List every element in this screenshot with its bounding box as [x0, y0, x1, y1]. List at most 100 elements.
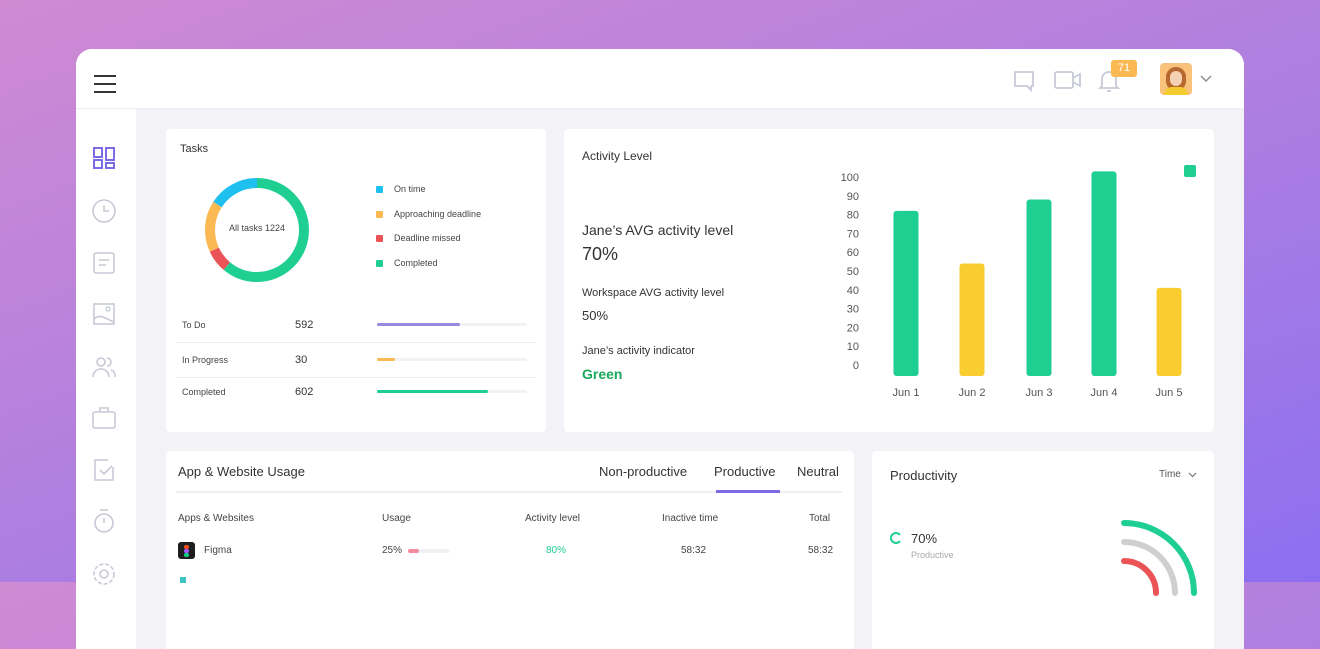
y-tick-label: 70	[847, 228, 859, 240]
x-tick-label: Jun 2	[959, 387, 986, 399]
y-tick-label: 100	[841, 172, 859, 184]
app-name: Figma	[204, 545, 232, 556]
task-row-value: 30	[295, 354, 308, 366]
figma-icon	[178, 542, 195, 559]
task-progress-bar	[377, 390, 527, 393]
row-divider	[176, 342, 536, 343]
briefcase-icon[interactable]	[92, 407, 116, 429]
time-filter[interactable]: Time	[1159, 469, 1181, 480]
y-tick-label: 20	[847, 322, 859, 334]
legend-swatch	[376, 259, 383, 267]
legend-label: On time	[394, 184, 426, 194]
col-apps: Apps & Websites	[178, 513, 254, 524]
tabs-divider	[176, 491, 842, 493]
dashboard-icon[interactable]	[93, 147, 115, 169]
neutral-arc	[1121, 539, 1178, 596]
timer-icon[interactable]	[93, 509, 115, 533]
y-tick-label: 90	[847, 191, 859, 203]
productivity-title: Productivity	[890, 468, 958, 483]
hamburger-menu-icon[interactable]	[94, 75, 116, 93]
activity-value: 80%	[546, 545, 567, 556]
col-usage: Usage	[382, 513, 411, 524]
jane-avg-label: Jane’s AVG activity level	[582, 222, 734, 238]
avatar[interactable]	[1160, 63, 1192, 95]
legend-label: Approaching deadline	[394, 208, 482, 219]
image-icon[interactable]	[93, 303, 115, 325]
legend-swatch	[376, 210, 383, 218]
col-activity: Activity level	[525, 513, 581, 524]
activity-title: Activity Level	[582, 149, 653, 163]
app-window: 71 Tasks All tasks 1224 On time Approachi…	[76, 49, 1244, 649]
legend-label: Deadline missed	[394, 233, 461, 243]
users-icon[interactable]	[92, 356, 116, 378]
usage-title: App & Website Usage	[178, 464, 305, 479]
col-inactive: Inactive time	[662, 513, 719, 524]
chevron-down-icon[interactable]	[1200, 75, 1212, 83]
chat-icon[interactable]	[1013, 70, 1035, 92]
workspace-avg-value: 50%	[582, 308, 609, 323]
productivity-radial-chart	[1121, 520, 1197, 596]
bar[interactable]	[1091, 171, 1117, 376]
chevron-down-icon[interactable]	[1188, 472, 1197, 478]
activity-card: Activity Level Jane’s AVG activity level…	[564, 129, 1214, 432]
activity-bar-chart: 0 10 20 30 40 50 60 70 80 90 100 Jun 1 Jun 2 Jun 3 Jun…	[841, 165, 1196, 399]
legend-swatch	[1184, 165, 1196, 177]
y-tick-label: 50	[847, 266, 859, 278]
non-productive-arc	[1121, 558, 1159, 596]
inactive-value: 58:32	[681, 545, 707, 556]
workspace-avg-label: Workspace AVG activity level	[582, 287, 725, 299]
settings-icon[interactable]	[92, 562, 116, 586]
task-row-label: To Do	[182, 320, 206, 330]
app-icon	[180, 577, 186, 583]
bar[interactable]	[1026, 199, 1052, 376]
y-tick-label: 60	[847, 247, 859, 259]
usage-bar	[408, 549, 450, 553]
donut-segment	[205, 178, 309, 282]
x-tick-label: Jun 5	[1156, 387, 1183, 399]
tasks-card: Tasks All tasks 1224 On time Approaching …	[166, 129, 546, 432]
tab-productive[interactable]: Productive	[714, 464, 776, 479]
tasks-title: Tasks	[180, 143, 209, 155]
legend-label: Completed	[394, 257, 438, 268]
row-divider	[176, 377, 536, 378]
y-tick-label: 10	[847, 341, 859, 353]
usage-card: App & Website Usage Non-productive Produ…	[166, 451, 854, 649]
tasks-donut-chart	[205, 178, 309, 282]
productive-value: 70%	[911, 531, 938, 546]
donut-segment	[205, 178, 309, 282]
x-tick-label: Jun 4	[1091, 387, 1118, 399]
document-icon[interactable]	[93, 252, 115, 274]
task-row-value: 592	[295, 319, 314, 331]
col-total: Total	[809, 513, 831, 524]
bar[interactable]	[959, 263, 985, 376]
legend-swatch	[376, 235, 383, 242]
y-tick-label: 40	[847, 285, 859, 297]
productive-label: Productive	[911, 550, 954, 560]
bar[interactable]	[1156, 287, 1182, 376]
productivity-card: Productivity Time 70% Productive	[872, 451, 1214, 649]
clock-icon[interactable]	[92, 199, 116, 223]
active-tab-indicator	[716, 490, 780, 493]
task-row-label: Completed	[182, 387, 226, 397]
task-progress-bar	[377, 323, 527, 326]
usage-value: 25%	[382, 545, 403, 556]
top-header: 71	[76, 49, 1244, 109]
task-row-label: In Progress	[182, 355, 229, 365]
y-tick-label: 0	[853, 360, 859, 372]
sidebar	[76, 109, 136, 649]
checklist-icon[interactable]	[94, 459, 116, 481]
tab-non-productive[interactable]: Non-productive	[599, 464, 688, 479]
bar[interactable]	[893, 210, 919, 376]
indicator-value: Green	[582, 366, 623, 382]
legend-swatch	[376, 186, 383, 193]
indicator-label: Jane’s activity indicator	[582, 345, 695, 357]
video-icon[interactable]	[1054, 71, 1082, 89]
productive-ring-icon	[890, 532, 901, 544]
y-tick-label: 30	[847, 304, 859, 316]
notification-badge: 71	[1111, 60, 1137, 77]
x-tick-label: Jun 1	[893, 387, 920, 399]
productive-arc	[1121, 520, 1197, 596]
x-tick-label: Jun 3	[1026, 387, 1053, 399]
tab-neutral[interactable]: Neutral	[797, 464, 839, 479]
jane-avg-value: 70%	[582, 244, 619, 264]
